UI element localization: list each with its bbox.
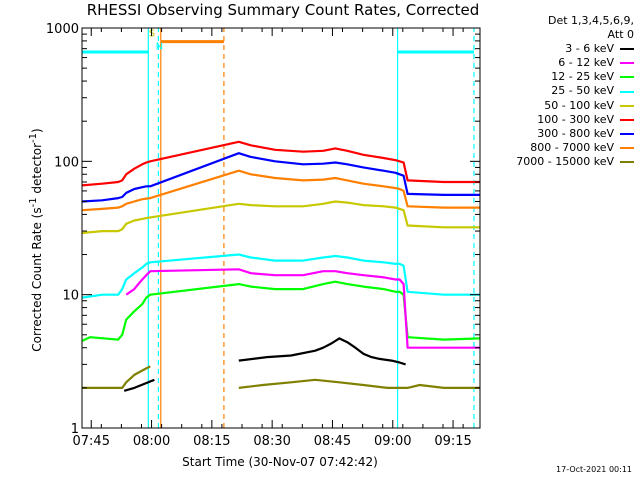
x-tick-label: 09:15 xyxy=(434,434,471,449)
legend-label: 7000 - 15000 keV xyxy=(516,154,614,168)
x-tick-label: 07:45 xyxy=(73,434,110,449)
y-tick-label: 1000 xyxy=(46,22,79,37)
x-tick-label: 08:00 xyxy=(133,434,170,449)
legend-item: 3 - 6 keV xyxy=(516,42,634,56)
x-tick-label: 08:15 xyxy=(193,434,230,449)
x-tick-label: 09:00 xyxy=(374,434,411,449)
series-line xyxy=(81,169,480,212)
series-line xyxy=(123,337,406,392)
y-tick-label: 10 xyxy=(62,289,79,304)
legend-swatch xyxy=(620,146,634,149)
y-axis-label-text: Corrected Count Rate (s xyxy=(30,207,44,352)
series-line xyxy=(81,253,480,299)
legend-item: 6 - 12 keV xyxy=(516,56,634,70)
legend-label: 300 - 800 keV xyxy=(537,126,614,140)
legend-item: 800 - 7000 keV xyxy=(516,141,634,155)
legend-swatch xyxy=(620,62,634,65)
legend-item: 7000 - 15000 keV xyxy=(516,155,634,169)
plot-frame xyxy=(81,27,481,429)
legend-item: 25 - 50 keV xyxy=(516,84,634,98)
legend-swatch xyxy=(620,104,634,107)
x-tick-label: 08:30 xyxy=(253,434,290,449)
chart-title: RHESSI Observing Summary Count Rates, Co… xyxy=(86,1,480,19)
series-line xyxy=(81,140,480,187)
legend: Det 1,3,4,5,6,9, Att 0 3 - 6 keV 6 - 12 k… xyxy=(516,14,634,169)
legend-items: 3 - 6 keV 6 - 12 keV 12 - 25 keV 25 - 50 ke… xyxy=(516,42,634,169)
legend-swatch xyxy=(620,90,634,93)
legend-swatch xyxy=(620,160,634,163)
x-axis-label: Start Time (30-Nov-07 07:42:42) xyxy=(182,455,378,469)
generation-timestamp: 17-Oct-2021 00:11 xyxy=(556,465,632,474)
series-line xyxy=(81,280,481,342)
series-line xyxy=(125,268,480,349)
y-axis-label: Corrected Count Rate (s-1 detector-1) xyxy=(28,128,44,351)
legend-item: 100 - 300 keV xyxy=(516,113,634,127)
legend-item: 50 - 100 keV xyxy=(516,99,634,113)
axes-layer: 1 10 100 1000 07:45 08:00 08:15 08:30 08:45 09:00… xyxy=(46,22,481,449)
legend-label: 12 - 25 keV xyxy=(551,70,614,84)
legend-swatch xyxy=(620,118,634,121)
legend-label: 800 - 7000 keV xyxy=(530,140,614,154)
legend-header-line: Att 0 xyxy=(607,28,634,42)
y-axis-label-text: detector xyxy=(30,142,44,198)
y-axis-label-text: ) xyxy=(30,128,44,133)
legend-label: 50 - 100 keV xyxy=(544,98,614,112)
y-axis-label-sup: -1 xyxy=(28,132,39,143)
legend-header-line: Det 1,3,4,5,6,9, xyxy=(547,14,634,27)
legend-item: 300 - 800 keV xyxy=(516,127,634,141)
series-line xyxy=(82,365,480,389)
x-tick-label: 08:45 xyxy=(314,434,351,449)
legend-item: 12 - 25 keV xyxy=(516,70,634,84)
legend-swatch xyxy=(620,132,634,135)
series-layer xyxy=(81,140,481,392)
legend-label: 6 - 12 keV xyxy=(558,56,614,70)
y-axis-label-sup: -1 xyxy=(28,197,39,208)
legend-label: 3 - 6 keV xyxy=(565,42,614,56)
y-tick-label: 100 xyxy=(54,155,79,170)
legend-swatch xyxy=(620,76,634,79)
legend-label: 25 - 50 keV xyxy=(551,84,614,98)
legend-swatch xyxy=(620,48,634,51)
series-line xyxy=(81,200,480,235)
y-tick-label: 1 xyxy=(71,422,79,437)
annotation-label: N xyxy=(156,41,163,52)
annotation-layer: SN xyxy=(82,28,475,428)
legend-label: 100 - 300 keV xyxy=(537,112,614,126)
series-line xyxy=(81,152,480,203)
